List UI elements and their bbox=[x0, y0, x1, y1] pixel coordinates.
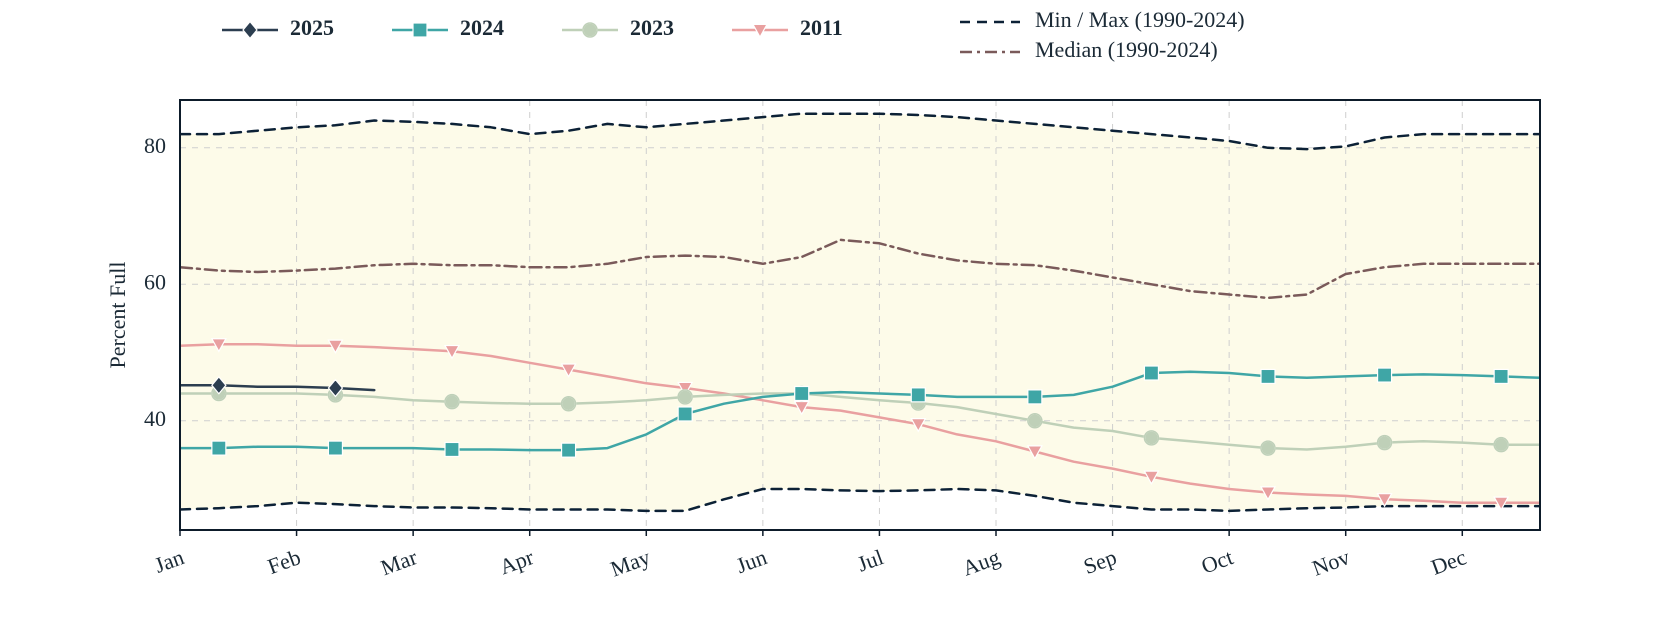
legend-label: Min / Max (1990-2024) bbox=[1035, 7, 1245, 32]
x-tick-label: Aug bbox=[959, 544, 1003, 580]
minmax-band bbox=[180, 114, 1540, 511]
x-tick-label: Feb bbox=[264, 544, 304, 579]
y-axis: 40 60 80 Percent Full bbox=[105, 133, 166, 431]
x-tick-label: Nov bbox=[1309, 544, 1353, 580]
x-tick-label: Jun bbox=[733, 544, 770, 578]
x-tick-label: Jul bbox=[854, 544, 887, 576]
x-tick-label: Jan bbox=[151, 544, 187, 578]
legend-series: 2025 2024 2023 2011 bbox=[222, 15, 843, 40]
legend-stats: Min / Max (1990-2024) Median (1990-2024) bbox=[960, 7, 1245, 62]
y-tick-label: 80 bbox=[144, 133, 166, 158]
x-tick-label: Mar bbox=[377, 544, 421, 580]
y-tick-label: 60 bbox=[144, 269, 166, 294]
legend-label: Median (1990-2024) bbox=[1035, 37, 1218, 62]
legend-label: 2024 bbox=[460, 15, 504, 40]
x-tick-label: May bbox=[607, 544, 653, 581]
y-axis-label: Percent Full bbox=[105, 262, 130, 369]
legend-label: 2023 bbox=[630, 15, 674, 40]
percent-full-chart: 40 60 80 Percent Full Jan Feb Mar Apr May Jun Jul A… bbox=[0, 0, 1680, 630]
y-tick-label: 40 bbox=[144, 406, 166, 431]
chart-svg: 40 60 80 Percent Full Jan Feb Mar Apr May Jun Jul A… bbox=[0, 0, 1680, 630]
x-axis: Jan Feb Mar Apr May Jun Jul Aug Sep Oct Nov Dec bbox=[151, 530, 1470, 582]
x-tick-label: Oct bbox=[1198, 544, 1236, 578]
x-tick-label: Sep bbox=[1080, 544, 1120, 579]
x-tick-label: Apr bbox=[496, 544, 537, 579]
legend-label: 2011 bbox=[800, 15, 843, 40]
x-tick-label: Dec bbox=[1428, 544, 1470, 580]
legend-label: 2025 bbox=[290, 15, 334, 40]
